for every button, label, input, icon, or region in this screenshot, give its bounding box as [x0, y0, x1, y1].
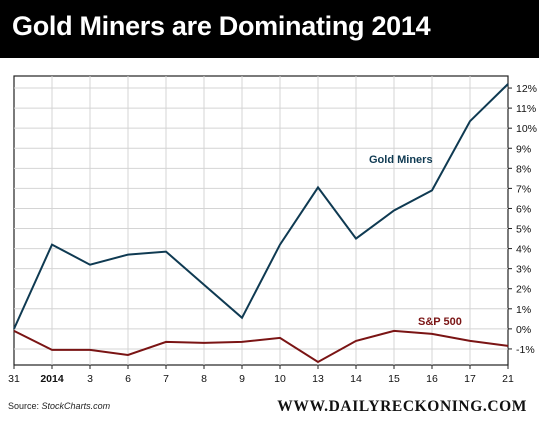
x-tick-label: 13 [312, 373, 324, 385]
x-tick-label: 15 [388, 373, 400, 385]
y-tick-label: 10% [516, 123, 537, 135]
x-tick-label: 16 [426, 373, 438, 385]
y-tick-label: 3% [516, 264, 531, 276]
x-tick-label: 10 [274, 373, 286, 385]
y-tick-label: -1% [516, 344, 535, 356]
x-tick-label: 8 [201, 373, 207, 385]
series-label-sp500: S&P 500 [418, 316, 462, 328]
x-tick-label: 17 [464, 373, 476, 385]
x-tick-label: 7 [163, 373, 169, 385]
y-tick-label: 1% [516, 304, 531, 316]
x-tick-label: 21 [502, 373, 514, 385]
chart-title: Gold Miners are Dominating 2014 [12, 11, 431, 41]
source-label: Source: [8, 401, 40, 411]
x-tick-label: 6 [125, 373, 131, 385]
source-name: StockCharts.com [41, 401, 111, 411]
y-tick-label: 4% [516, 244, 531, 256]
series-label-gold-miners: Gold Miners [369, 154, 433, 166]
y-axis: 12% 11% 10% 9% 8% 7% 6% 5% 4% 3% 2% 1% 0% -1% [508, 83, 537, 356]
x-axis: 31 2014 3 6 7 8 9 10 13 14 15 16 17 21 [8, 365, 514, 385]
plot-frame [13, 75, 509, 366]
y-tick-label: 6% [516, 203, 531, 215]
y-tick-label: 2% [516, 284, 531, 296]
title-bar: Gold Miners are Dominating 2014 [0, 0, 539, 58]
y-tick-label: 12% [516, 83, 537, 95]
brand-url: WWW.DAILYRECKONING.COM [277, 398, 527, 415]
x-tick-label: 2014 [40, 373, 64, 385]
y-tick-label: 9% [516, 143, 531, 155]
y-tick-label: 5% [516, 224, 531, 236]
y-tick-label: 0% [516, 324, 531, 336]
series-line-sp500 [13, 329, 509, 364]
y-tick-label: 11% [516, 103, 536, 115]
source-note: Source: StockCharts.com [8, 401, 110, 411]
y-tick-label: 8% [516, 163, 531, 175]
x-tick-label: 9 [239, 373, 245, 385]
grid-lines [14, 76, 508, 365]
x-tick-label: 14 [350, 373, 362, 385]
x-tick-label: 3 [87, 373, 93, 385]
series-line-gold-miners [13, 83, 509, 330]
y-tick-label: 7% [516, 183, 531, 195]
x-tick-label: 31 [8, 373, 20, 385]
series-layer [13, 83, 509, 364]
